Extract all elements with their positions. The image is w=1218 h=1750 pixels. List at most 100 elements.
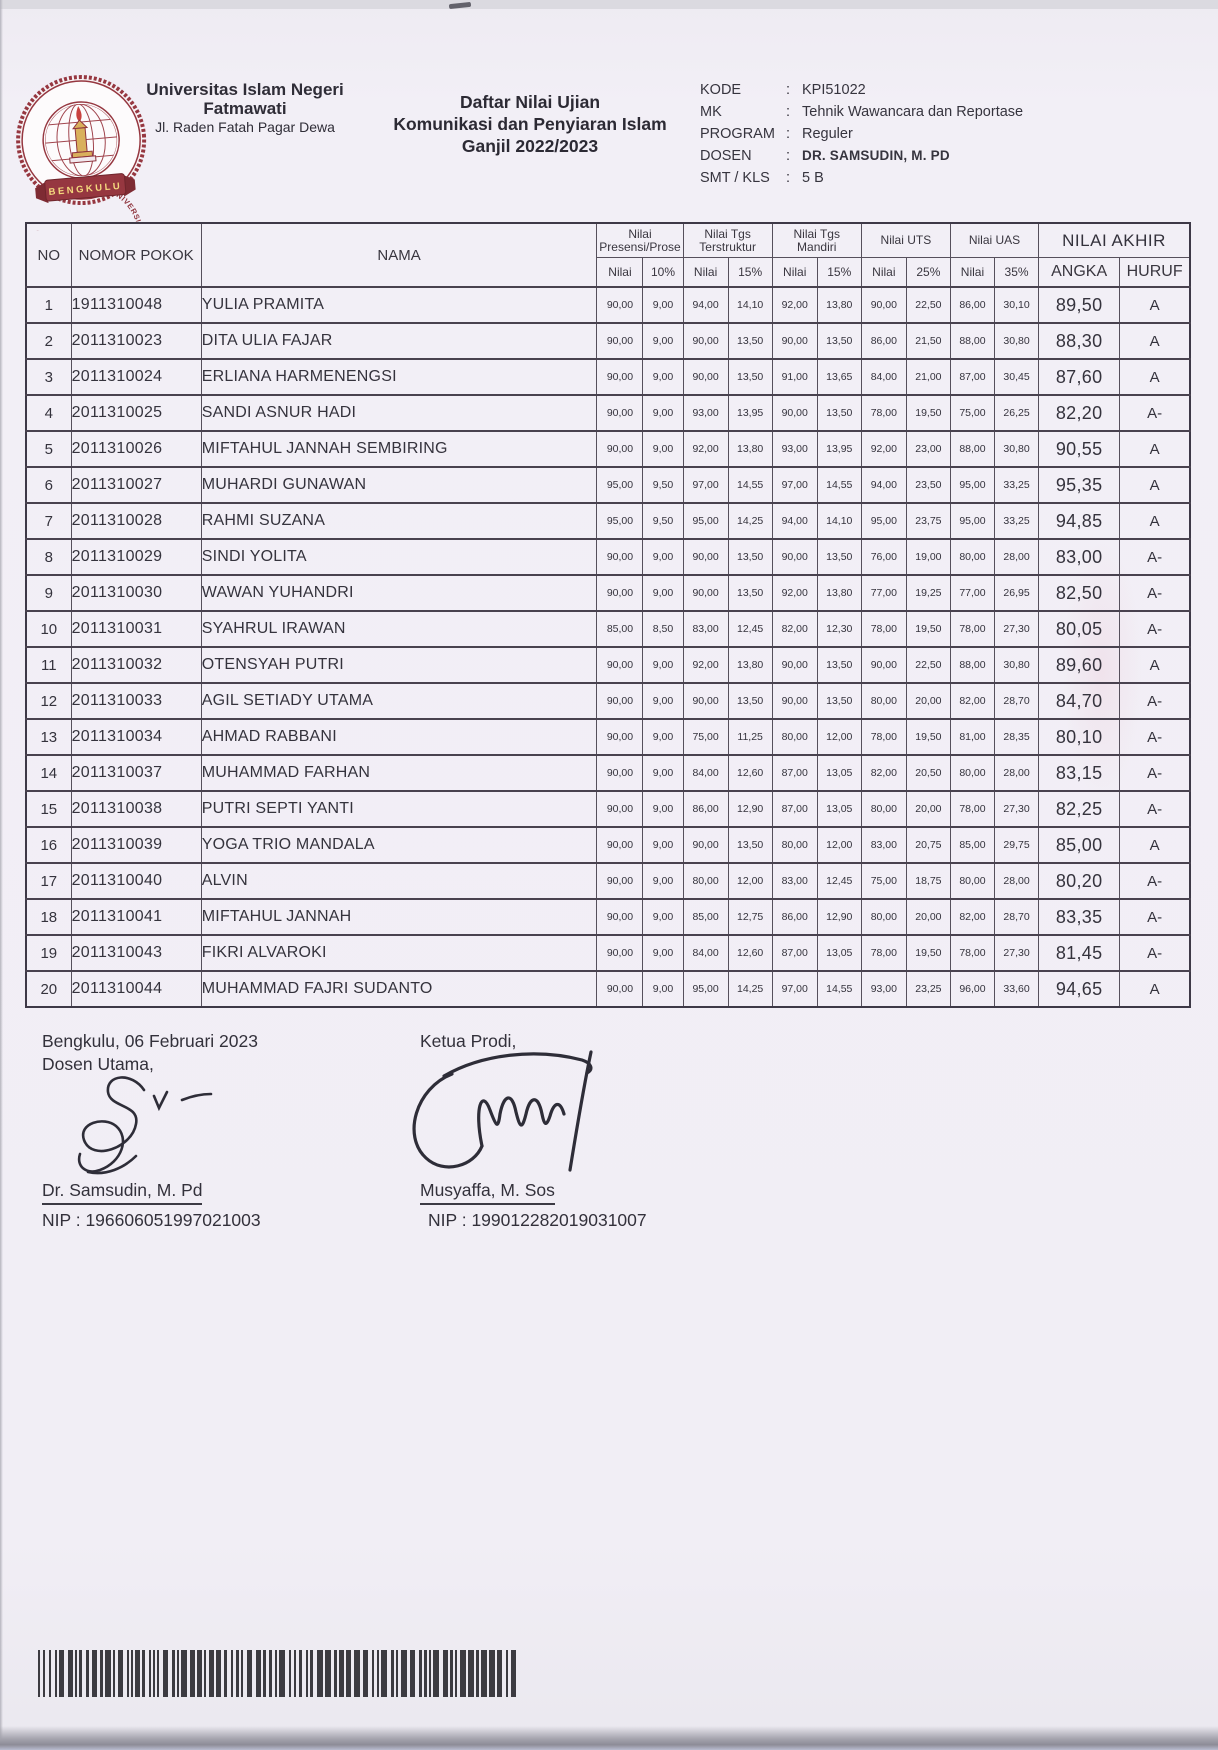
meta-value: DR. SAMSUDIN, M. PD — [802, 148, 950, 163]
cell-nilai: 22,50 — [905, 646, 951, 684]
table-row: 19 2011310043 FIKRI ALVAROKI 90,00 9,00 84,00… — [25, 934, 1191, 972]
cell-nilai: 94,00 — [860, 466, 907, 504]
cell-nilai: 90,00 — [682, 322, 729, 360]
signature-left-image — [77, 1076, 213, 1175]
cell-nilai: 20,00 — [905, 898, 951, 936]
cell-nilai: 20,00 — [905, 682, 951, 720]
cell-no: 3 — [25, 358, 72, 396]
cell-nilai: 90,00 — [596, 646, 644, 684]
subcol-pct: 15% — [727, 257, 773, 288]
university-block: Universitas Islam Negeri Fatmawati Jl. R… — [138, 80, 352, 136]
course-meta: KODE : KPI51022 MK : Tehnik Wawancara da… — [700, 79, 1023, 189]
cell-nilai: 21,00 — [905, 358, 951, 396]
cell-nilai: 30,10 — [993, 286, 1040, 324]
cell-nilai: 9,00 — [642, 934, 684, 972]
cell-nilai: 9,00 — [642, 538, 684, 576]
title-line2: Komunikasi dan Penyiaran Islam — [393, 114, 667, 134]
cell-nilai: 78,00 — [949, 934, 996, 972]
barcode — [38, 1650, 544, 1697]
subcol-nilai: Nilai — [771, 257, 818, 288]
cell-huruf: A — [1119, 502, 1191, 540]
scan-edge-bottom — [0, 1726, 1218, 1750]
cell-nilai: 22,50 — [905, 286, 951, 324]
cell-nilai: 9,50 — [642, 502, 684, 540]
cell-nilai: 95,00 — [682, 970, 729, 1008]
seal-minaret-icon — [69, 106, 97, 164]
col-header-no: NO — [25, 222, 72, 288]
cell-huruf: A- — [1119, 574, 1191, 612]
cell-nilai: 88,00 — [949, 646, 996, 684]
cell-nomor-pokok: 2011310033 — [70, 682, 202, 720]
cell-nilai: 84,00 — [682, 754, 729, 792]
cell-no: 17 — [25, 862, 72, 900]
cell-nilai: 33,60 — [993, 970, 1040, 1008]
cell-nilai: 19,50 — [905, 934, 951, 972]
cell-nilai: 78,00 — [860, 394, 907, 432]
cell-nilai: 92,00 — [860, 430, 907, 468]
title-line1: Daftar Nilai Ujian — [459, 92, 601, 112]
cell-nilai: 84,00 — [860, 358, 907, 396]
cell-nomor-pokok: 2011310030 — [70, 574, 202, 612]
cell-nilai: 12,30 — [816, 610, 862, 648]
cell-nilai: 82,00 — [949, 682, 996, 720]
cell-nilai: 9,00 — [642, 826, 684, 864]
cell-nilai: 90,00 — [771, 646, 818, 684]
cell-nama: AGIL SETIADY UTAMA — [200, 682, 598, 720]
meta-colon: : — [786, 104, 791, 120]
cell-nilai: 20,50 — [905, 754, 951, 792]
cell-nilai: 83,00 — [771, 862, 818, 900]
cell-nilai: 14,55 — [727, 466, 773, 504]
cell-nilai: 90,00 — [596, 718, 644, 756]
cell-angka: 89,60 — [1038, 646, 1121, 684]
title-line3: Ganjil 2022/2023 — [461, 136, 599, 156]
meta-row-program: PROGRAM : Reguler — [700, 123, 1023, 145]
cell-nilai: 93,00 — [771, 430, 818, 468]
cell-nomor-pokok: 2011310044 — [70, 970, 202, 1008]
cell-nama: AHMAD RABBANI — [200, 718, 598, 756]
cell-nilai: 90,00 — [596, 574, 644, 612]
cell-nilai: 93,00 — [682, 394, 729, 432]
cell-nilai: 13,05 — [816, 934, 862, 972]
table-row: 7 2011310028 RAHMI SUZANA 95,00 9,50 95,00 14,… — [25, 502, 1191, 540]
cell-nilai: 9,00 — [642, 394, 684, 432]
cell-angka: 83,35 — [1038, 898, 1121, 936]
cell-nilai: 28,70 — [993, 682, 1040, 720]
table-row: 10 2011310031 SYAHRUL IRAWAN 85,00 8,50 83,00… — [25, 610, 1191, 648]
cell-huruf: A- — [1119, 862, 1191, 900]
meta-colon: : — [786, 148, 791, 164]
meta-label: SMT / KLS — [700, 170, 770, 186]
cell-nilai: 12,60 — [727, 934, 773, 972]
table-row: 14 2011310037 MUHAMMAD FARHAN 90,00 9,00 84,0… — [25, 754, 1191, 792]
table-row: 6 2011310027 MUHARDI GUNAWAN 95,00 9,50 97,00… — [25, 466, 1191, 504]
cell-nilai: 84,00 — [682, 934, 729, 972]
cell-nilai: 86,00 — [949, 286, 996, 324]
cell-nilai: 78,00 — [860, 934, 907, 972]
meta-label: KODE — [700, 82, 742, 98]
meta-label: PROGRAM — [700, 126, 775, 142]
cell-nama: PUTRI SEPTI YANTI — [200, 790, 598, 828]
cell-nilai: 90,00 — [771, 538, 818, 576]
subcol-pct: 35% — [993, 257, 1040, 288]
cell-nomor-pokok: 1911310048 — [70, 286, 202, 324]
cell-nilai: 30,45 — [993, 358, 1040, 396]
cell-nilai: 90,00 — [771, 682, 818, 720]
cell-nomor-pokok: 2011310026 — [70, 430, 202, 468]
cell-nilai: 13,95 — [816, 430, 862, 468]
cell-nilai: 95,00 — [949, 466, 996, 504]
cell-nilai: 86,00 — [860, 322, 907, 360]
cell-nilai: 27,30 — [993, 610, 1040, 648]
cell-nilai: 30,80 — [993, 430, 1040, 468]
cell-huruf: A — [1119, 970, 1191, 1008]
cell-nilai: 9,00 — [642, 322, 684, 360]
cell-nilai: 28,35 — [993, 718, 1040, 756]
cell-huruf: A- — [1119, 682, 1191, 720]
cell-nomor-pokok: 2011310023 — [70, 322, 202, 360]
cell-nomor-pokok: 2011310043 — [70, 934, 202, 972]
cell-nilai: 13,95 — [727, 394, 773, 432]
cell-nilai: 23,50 — [905, 466, 951, 504]
cell-nilai: 77,00 — [860, 574, 907, 612]
cell-nilai: 90,00 — [596, 286, 644, 324]
cell-nilai: 86,00 — [771, 898, 818, 936]
cell-nomor-pokok: 2011310040 — [70, 862, 202, 900]
grade-table-body: 1 1911310048 YULIA PRAMITA 90,00 9,00 94,00 14… — [25, 286, 1191, 1008]
